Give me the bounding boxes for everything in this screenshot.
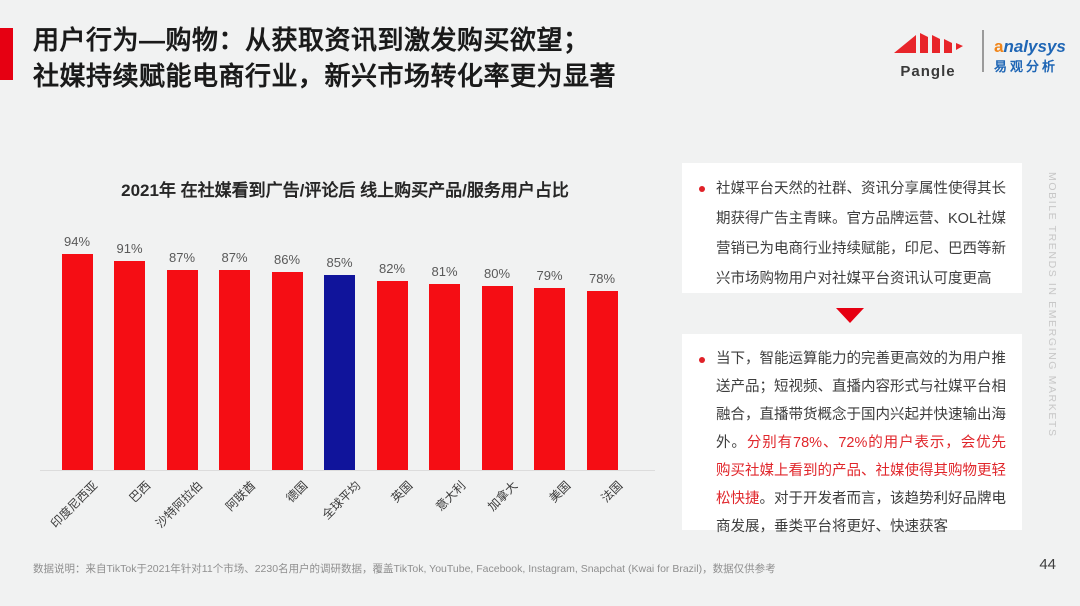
pangle-logo: Pangle	[878, 31, 978, 80]
insight-text-1: 社媒平台天然的社群、资讯分享属性使得其长期获得广告主青睐。官方品牌运营、KOL社…	[716, 181, 1007, 287]
data-source-note: 数据说明：来自TikTok于2021年针对11个市场、2230名用户的调研数据，…	[33, 563, 776, 575]
bar-加拿大	[481, 286, 513, 470]
insight-card-1: 社媒平台天然的社群、资讯分享属性使得其长期获得广告主青睐。官方品牌运营、KOL社…	[682, 163, 1022, 293]
bullet-dot-icon	[699, 357, 705, 363]
bar-巴西	[114, 261, 145, 470]
logo-divider	[982, 30, 984, 72]
page-title: 用户行为—购物：从获取资讯到激发购买欲望； 社媒持续赋能电商行业，新兴市场转化率…	[33, 22, 616, 94]
bar-德国	[271, 272, 303, 470]
title-accent-bar	[0, 28, 13, 80]
bar-value-label: 91%	[116, 241, 143, 256]
analysys-cn-label: 易观分析	[994, 58, 1059, 74]
bar-value-label: 94%	[63, 234, 91, 249]
analysys-a-icon: a	[994, 37, 1004, 56]
bar-阿联酋	[219, 270, 250, 470]
page-title-line-1: 用户行为—购物：从获取资讯到激发购买欲望；	[33, 25, 590, 55]
insight-card-2: 当下，智能运算能力的完善更高效的为用户推送产品；短视频、直播内容形式与社媒平台相…	[682, 334, 1022, 535]
page-title-line-2: 社媒持续赋能电商行业，新兴市场转化率更为显著	[33, 61, 617, 91]
down-triangle-icon	[836, 308, 864, 323]
bullet-dot-icon	[699, 186, 705, 192]
bar-value-label: 82%	[378, 261, 406, 276]
bar-value-label: 81%	[431, 264, 458, 279]
bar-value-label: 79%	[536, 268, 563, 283]
side-watermark: MOBILE TRENDS IN EMERGING MARKETS	[1046, 172, 1058, 438]
bar-美国	[534, 288, 565, 470]
bar-意大利	[429, 284, 460, 470]
bar-value-label: 87%	[168, 250, 196, 265]
bar-全球平均	[324, 275, 355, 470]
analysys-logo: analysys 易观分析	[994, 37, 1066, 74]
bar-value-label: 85%	[326, 255, 353, 270]
bar-法国	[586, 291, 618, 470]
chart-title: 2021年 在社媒看到广告/评论后 线上购买产品/服务用户占比	[121, 181, 569, 200]
analysys-wordmark: analysys	[994, 37, 1066, 56]
bar-value-label: 87%	[221, 250, 248, 265]
bar-英国	[376, 281, 408, 470]
pangle-logo-label: Pangle	[900, 62, 956, 80]
insight-text-2: 当下，智能运算能力的完善更高效的为用户推送产品；短视频、直播内容形式与社媒平台相…	[716, 351, 1007, 535]
header-logos: Pangle analysys 易观分析	[878, 30, 1066, 80]
page-number: 44	[1039, 556, 1056, 573]
bar-chart: 94% 印度尼西亚 91% 巴西 87% 沙特阿拉伯 87% 阿联酋 86% 德国 85% 全球平均 8…	[40, 234, 655, 531]
bar-value-label: 78%	[588, 271, 616, 286]
bar-value-label: 86%	[273, 252, 301, 267]
bar-value-label: 80%	[483, 266, 511, 281]
bar-沙特阿拉伯	[166, 270, 198, 470]
bar-印度尼西亚	[61, 254, 93, 470]
pangle-mountain-icon	[892, 31, 964, 62]
